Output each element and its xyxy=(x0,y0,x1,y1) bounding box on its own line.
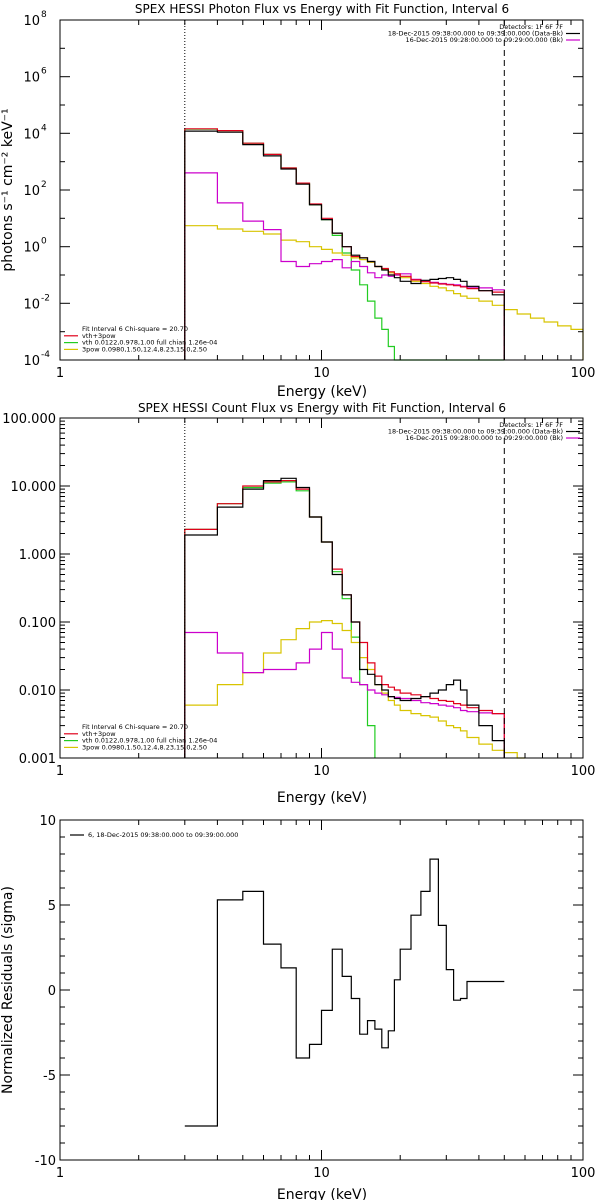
photon-flux-legend-entry: 16-Dec-2015 09:28:00.000 to 09:29:00.000… xyxy=(406,36,564,44)
photon-flux-legend-entry: 3pow 0.0980,1.50,12.4,8.23,15.0,2.50 xyxy=(82,345,207,353)
residuals-x-tick-label: 1 xyxy=(56,1166,64,1181)
photon-flux-series-group xyxy=(184,128,584,361)
residuals-ylabel: Normalized Residuals (sigma) xyxy=(0,886,16,1094)
photon-flux-y-tick-exponent: 8 xyxy=(41,10,47,20)
count-flux-legend-entry: vth+3pow xyxy=(82,730,116,738)
photon-flux-y-tick-label: 10 xyxy=(23,127,40,142)
count-flux-series-line xyxy=(184,631,505,758)
count-flux-legend-entry: 16-Dec-2015 09:28:00.000 to 09:29:00.000… xyxy=(406,434,564,442)
photon-flux-y-tick-label: 10 xyxy=(23,241,40,256)
count-flux-y-tick-label: 0.100 xyxy=(19,616,56,631)
photon-flux-y-tick-exponent: 6 xyxy=(41,67,47,77)
photon-flux-y-tick-exponent: 4 xyxy=(41,123,47,133)
residuals-y-tick-label: 5 xyxy=(48,899,56,914)
photon-flux-legend-fit: Fit Interval 6 Chi-square = 20.70vth+3po… xyxy=(64,325,217,353)
count-flux-xlabel: Energy (keV) xyxy=(277,790,367,806)
count-flux-y-tick-label: 1.000 xyxy=(19,548,56,563)
photon-flux-x-tick-label: 1 xyxy=(56,366,64,381)
photon-flux-legend-entry: Detectors: 1F 6F 7F xyxy=(499,23,563,31)
photon-flux-y-tick-label: 10 xyxy=(23,297,40,312)
residuals-y-tick-label: -5 xyxy=(43,1069,56,1084)
photon-flux-y-tick-exponent: 0 xyxy=(41,237,47,247)
residuals-series-group xyxy=(184,858,505,1127)
count-flux-y-tick-label: 0.010 xyxy=(19,684,56,699)
residuals-series-line xyxy=(184,858,505,1127)
count-flux-legend-fit: Fit Interval 6 Chi-square = 20.70vth+3po… xyxy=(64,723,217,751)
count-flux-x-tick-label: 1 xyxy=(56,764,64,779)
residuals-ticks: 1 10 100 -10 -5 0 5 10 xyxy=(35,814,596,1181)
count-flux-panel: SPEX HESSI Count Flux vs Energy with Fit… xyxy=(2,401,595,806)
photon-flux-y-tick-exponent: -2 xyxy=(41,293,50,303)
residuals-y-tick-label: 0 xyxy=(48,984,56,999)
count-flux-vlines xyxy=(184,418,505,758)
count-flux-series-group xyxy=(184,477,525,759)
count-flux-series-line xyxy=(184,477,505,758)
residuals-xlabel: Energy (keV) xyxy=(277,1187,367,1200)
count-flux-y-tick-label: 100.000 xyxy=(2,412,56,427)
residuals-x-tick-label: 100 xyxy=(571,1166,596,1181)
photon-flux-y-tick-label: 10 xyxy=(23,14,40,29)
count-flux-legend-entry: 18-Dec-2015 09:38:00.000 to 09:39:00.000… xyxy=(388,428,563,436)
photon-flux-ylabel: photons s⁻¹ cm⁻² keV⁻¹ xyxy=(0,108,16,271)
photon-flux-y-tick-label: 10 xyxy=(23,354,40,369)
count-flux-legend-entry: 3pow 0.0980,1.50,12.4,8.23,15.0,2.50 xyxy=(82,743,207,751)
photon-flux-y-tick-label: 10 xyxy=(23,71,40,86)
residuals-x-tick-label: 10 xyxy=(313,1166,330,1181)
photon-flux-y-tick-label: 10 xyxy=(23,184,40,199)
count-flux-series-line xyxy=(184,480,505,758)
photon-flux-legend-entry: Fit Interval 6 Chi-square = 20.70 xyxy=(82,325,188,333)
photon-flux-legend-entry: vth+3pow xyxy=(82,332,116,340)
residuals-y-tick-label: -10 xyxy=(35,1154,56,1169)
count-flux-x-tick-label: 10 xyxy=(313,764,330,779)
photon-flux-legend-entry: vth 0.0122,0.978,1.00 full chian 1.26e-0… xyxy=(82,339,217,347)
count-flux-legend-entry: Fit Interval 6 Chi-square = 20.70 xyxy=(82,723,188,731)
count-flux-y-tick-label: 10.000 xyxy=(11,480,57,495)
photon-flux-y-tick-exponent: -4 xyxy=(41,350,50,360)
count-flux-x-tick-label: 100 xyxy=(571,764,596,779)
photon-flux-legend-entry: 18-Dec-2015 09:38:00.000 to 09:39:00.000… xyxy=(388,30,563,38)
count-flux-legend-entry: Detectors: 1F 6F 7F xyxy=(499,421,563,429)
photon-flux-panel: SPEX HESSI Photon Flux vs Energy with Fi… xyxy=(0,2,595,400)
photon-flux-x-tick-label: 100 xyxy=(571,366,596,381)
residuals-legend-entry: 6, 18-Dec-2015 09:38:00.000 to 09:39:00.… xyxy=(88,831,238,839)
count-flux-y-tick-label: 0.001 xyxy=(19,752,56,767)
photon-flux-x-tick-label: 10 xyxy=(313,366,330,381)
photon-flux-xlabel: Energy (keV) xyxy=(277,384,367,400)
photon-flux-title: SPEX HESSI Photon Flux vs Energy with Fi… xyxy=(135,2,509,16)
photon-flux-y-tick-exponent: 2 xyxy=(41,180,47,190)
photon-flux-vlines xyxy=(184,20,505,360)
residuals-y-tick-label: 10 xyxy=(39,814,56,829)
count-flux-legend-entry: vth 0.0122,0.978,1.00 full chian 1.26e-0… xyxy=(82,737,217,745)
count-flux-title: SPEX HESSI Count Flux vs Energy with Fit… xyxy=(138,401,506,415)
residuals-panel: 1 10 100 -10 -5 0 5 10 Energy (keV) Normalized … xyxy=(0,814,595,1200)
count-flux-ticks: 1 10 100 0.001 0.010 0.100 1.000 10.000 100.000 xyxy=(2,412,595,779)
residuals-legend: 6, 18-Dec-2015 09:38:00.000 to 09:39:00.… xyxy=(70,831,238,839)
photon-flux-series-line xyxy=(184,130,505,360)
